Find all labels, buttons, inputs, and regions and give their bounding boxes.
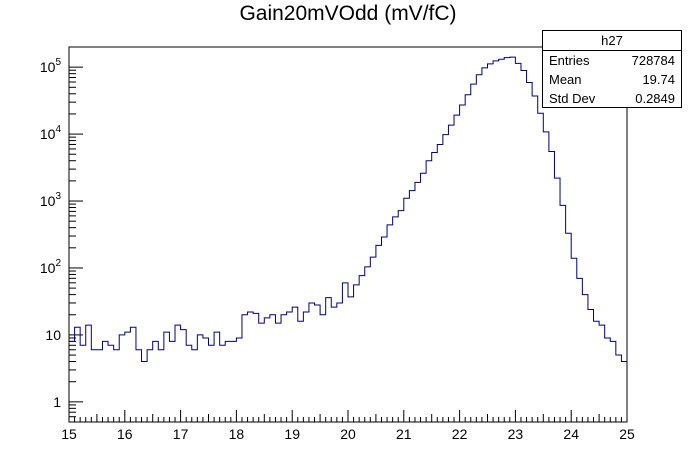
x-tick-label: 18 [229, 426, 245, 442]
y-tick-label: 103 [40, 191, 62, 209]
y-tick-label: 10 [45, 327, 61, 343]
x-tick-label: 20 [340, 426, 356, 442]
y-tick-label: 102 [40, 258, 62, 276]
stats-mean-row: Mean 19.74 [543, 70, 681, 89]
x-tick-label: 16 [117, 426, 133, 442]
stats-mean-label: Mean [549, 72, 582, 87]
y-tick-label: 105 [40, 57, 62, 75]
stats-box: h27 Entries 728784 Mean 19.74 Std Dev 0.… [542, 30, 682, 108]
x-axis: 15 16 17 18 19 20 21 22 23 24 25 [61, 410, 635, 442]
stats-histogram-name: h27 [543, 31, 681, 51]
x-tick-label: 24 [563, 426, 579, 442]
y-tick-label: 104 [40, 124, 62, 142]
y-axis: 1 10 102 103 104 105 [40, 46, 83, 423]
x-tick-label: 23 [508, 426, 524, 442]
stats-entries-value: 728784 [631, 53, 675, 68]
stats-mean-value: 19.74 [642, 72, 675, 87]
x-tick-label: 25 [619, 426, 635, 442]
histogram-line [69, 56, 627, 363]
stats-stddev-row: Std Dev 0.2849 [543, 89, 681, 108]
y-tick-label: 1 [53, 394, 61, 410]
x-tick-label: 19 [284, 426, 300, 442]
stats-entries-row: Entries 728784 [543, 51, 681, 70]
x-tick-label: 21 [396, 426, 412, 442]
stats-stddev-value: 0.2849 [635, 91, 675, 106]
x-tick-label: 22 [452, 426, 468, 442]
stats-stddev-label: Std Dev [549, 91, 596, 106]
x-tick-label: 17 [173, 426, 189, 442]
x-tick-label: 15 [61, 426, 77, 442]
chart-title: Gain20mVOdd (mV/fC) [239, 2, 457, 25]
stats-entries-label: Entries [549, 53, 590, 68]
